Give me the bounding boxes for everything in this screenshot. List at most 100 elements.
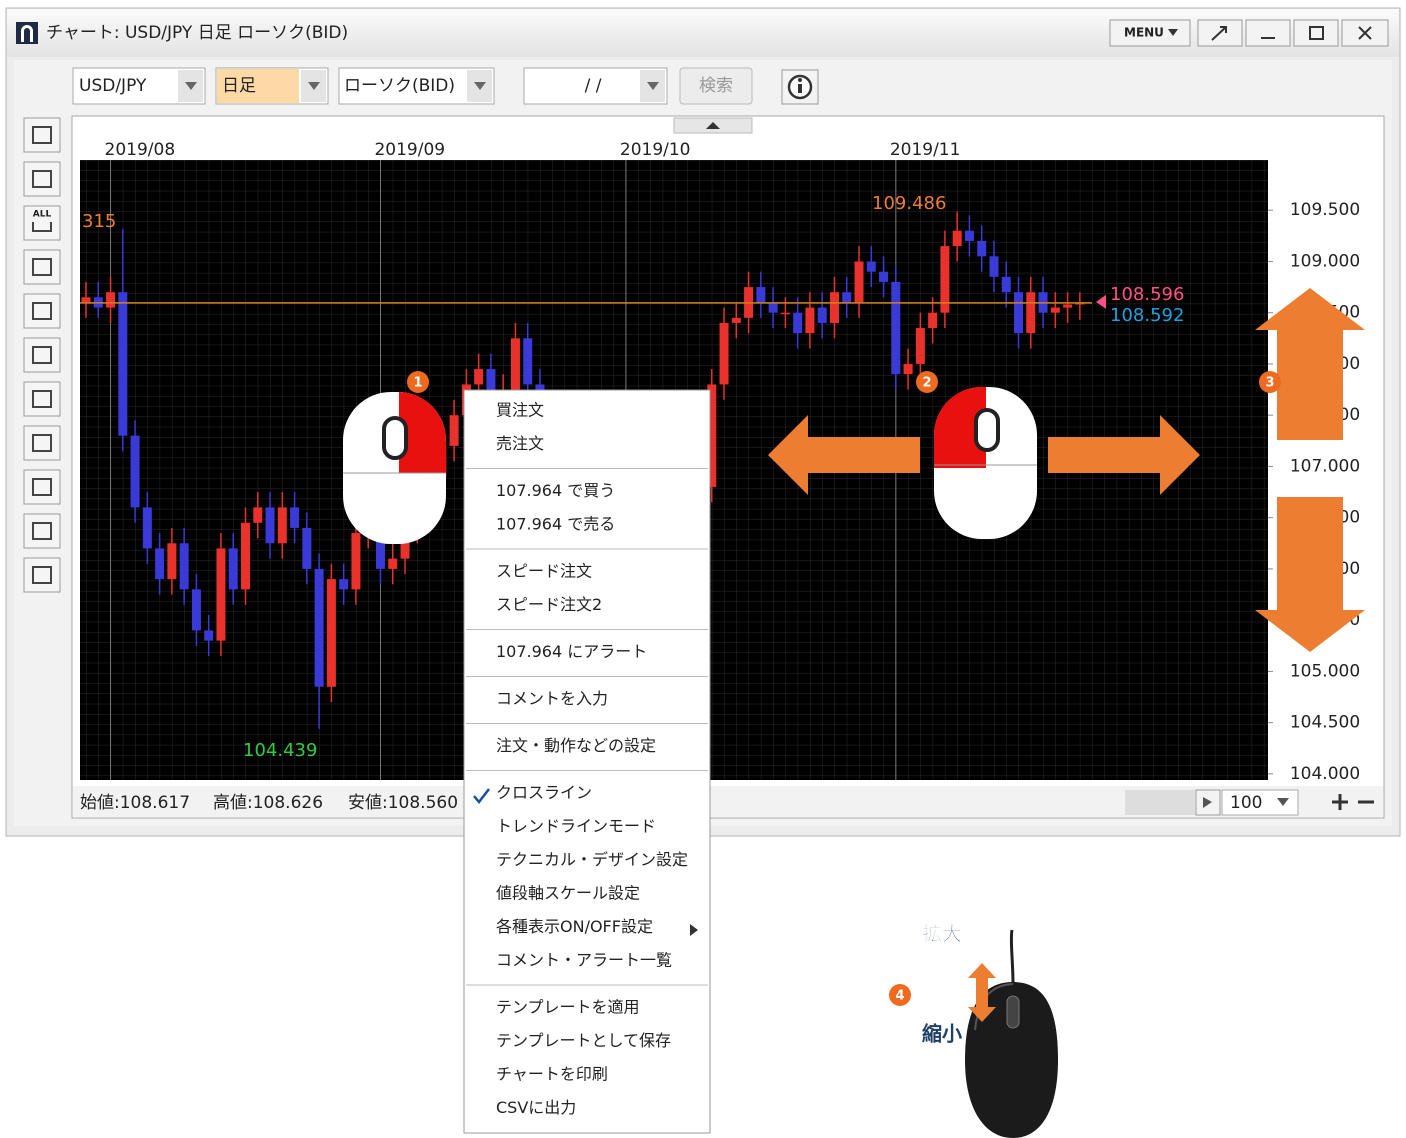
status-label: 高値: xyxy=(213,793,253,813)
tool-button[interactable] xyxy=(24,426,60,460)
tool-column: ALL xyxy=(24,118,60,592)
candle-body xyxy=(805,308,814,334)
menu-item[interactable]: 各種表示ON/OFF設定 xyxy=(496,917,653,936)
candle-body xyxy=(867,261,876,271)
status-label: 安値: xyxy=(348,793,388,813)
candle-body xyxy=(879,272,888,282)
tool-button[interactable] xyxy=(24,338,60,372)
window-title: チャート: USD/JPY 日足 ローソク(BID) xyxy=(46,23,348,43)
count-value: 100 xyxy=(1230,793,1262,813)
candle-body xyxy=(769,302,778,312)
status-value: 108.560 xyxy=(388,793,458,813)
candle-body xyxy=(290,507,299,527)
tool-button[interactable] xyxy=(24,118,60,152)
tool-button[interactable] xyxy=(24,382,60,416)
all-icon-label: ALL xyxy=(33,210,52,220)
status-item: 高値:108.626 xyxy=(213,793,323,813)
mouse-wheel xyxy=(976,410,998,450)
candle-body xyxy=(118,292,127,435)
minimize-button[interactable] xyxy=(1246,20,1290,46)
menu-item[interactable]: スピード注文2 xyxy=(496,595,602,614)
wheel-mouse-wheel xyxy=(1007,996,1019,1028)
menu-item[interactable]: テクニカル・デザイン設定 xyxy=(496,850,688,869)
candle-body xyxy=(204,630,213,640)
candle-body xyxy=(855,261,864,302)
status-value: 108.626 xyxy=(253,793,323,813)
candle-body xyxy=(192,589,201,630)
candle-body xyxy=(302,528,311,569)
scroll-track xyxy=(1125,790,1195,815)
candle-body xyxy=(818,308,827,323)
candle-body xyxy=(241,523,250,590)
tool-button[interactable] xyxy=(24,558,60,592)
tool-button[interactable] xyxy=(24,470,60,504)
status-item: 安値:108.560 xyxy=(348,793,458,813)
x-tick-label: 2019/10 xyxy=(620,140,691,160)
mouse-wheel xyxy=(384,418,406,458)
menu-item[interactable]: テンプレートを適用 xyxy=(496,998,640,1017)
status-value: 108.617 xyxy=(120,793,190,813)
candle-body xyxy=(1051,308,1060,313)
menu-item[interactable]: チャートを印刷 xyxy=(496,1065,608,1084)
menu-item[interactable]: 107.964 にアラート xyxy=(496,642,647,661)
y-tick-label: 105.000 xyxy=(1290,661,1360,681)
tool-button[interactable] xyxy=(24,250,60,284)
candle-body xyxy=(720,323,729,384)
menu-item[interactable]: 値段軸スケール設定 xyxy=(496,884,640,903)
info-icon-bar xyxy=(798,84,802,93)
candle-body xyxy=(904,364,913,374)
y-tick-label: 109.500 xyxy=(1290,200,1360,220)
candle-body xyxy=(351,533,360,589)
menu-item[interactable]: クロスライン xyxy=(496,783,592,802)
search-label: 検索 xyxy=(699,76,733,96)
candle-body xyxy=(842,292,851,302)
candle-body xyxy=(327,579,336,687)
candle-body xyxy=(1063,304,1072,307)
edge-high-label: 315 xyxy=(82,211,116,232)
x-tick-label: 2019/09 xyxy=(374,140,445,160)
candle-body xyxy=(106,292,115,307)
menu-item[interactable]: CSVに出力 xyxy=(496,1098,576,1117)
status-label: 始値: xyxy=(80,793,120,813)
candle-body xyxy=(266,507,275,543)
menu-item[interactable]: コメントを入力 xyxy=(496,689,608,708)
candle-body xyxy=(474,369,483,384)
x-tick-label: 2019/11 xyxy=(890,140,961,160)
mouse-right-click-icon xyxy=(343,392,446,544)
candle-body xyxy=(511,338,520,389)
menu-item[interactable]: テンプレートとして保存 xyxy=(496,1031,671,1050)
tool-button[interactable] xyxy=(24,294,60,328)
candle-body xyxy=(891,282,900,374)
menu-item[interactable]: 注文・動作などの設定 xyxy=(496,736,656,755)
status-item: 始値:108.617 xyxy=(80,793,190,813)
menu-item[interactable]: スピード注文 xyxy=(496,562,592,581)
candle-body xyxy=(756,287,765,302)
candle-body xyxy=(155,548,164,579)
candle-body xyxy=(229,548,238,589)
candle-body xyxy=(523,338,532,384)
info-icon-dot xyxy=(798,78,802,82)
mouse-left-click-icon xyxy=(934,387,1037,539)
candle-body xyxy=(977,241,986,256)
menu-item[interactable]: 買注文 xyxy=(496,401,544,420)
candle-body xyxy=(953,231,962,246)
ask-label: 108.592 xyxy=(1110,305,1184,326)
menu-item[interactable]: トレンドラインモード xyxy=(496,817,656,836)
candle-body xyxy=(781,313,790,315)
context-menu xyxy=(464,390,710,1133)
tool-button[interactable] xyxy=(24,162,60,196)
mouse-cable xyxy=(1011,930,1013,985)
step-badge-number: 1 xyxy=(413,376,422,391)
tool-button[interactable] xyxy=(24,514,60,548)
bid-label: 108.596 xyxy=(1110,284,1184,305)
menu-item[interactable]: 107.964 で売る xyxy=(496,515,615,534)
menu-item[interactable]: 107.964 で買う xyxy=(496,481,615,500)
menu-item[interactable]: コメント・アラート一覧 xyxy=(496,951,672,970)
candle-body xyxy=(830,292,839,323)
candle-body xyxy=(315,569,324,687)
candle-body xyxy=(278,507,287,543)
candle-body xyxy=(388,559,397,569)
step-badge-number: 3 xyxy=(1265,376,1274,391)
menu-item[interactable]: 売注文 xyxy=(496,434,544,453)
maximize-button[interactable] xyxy=(1294,20,1338,46)
